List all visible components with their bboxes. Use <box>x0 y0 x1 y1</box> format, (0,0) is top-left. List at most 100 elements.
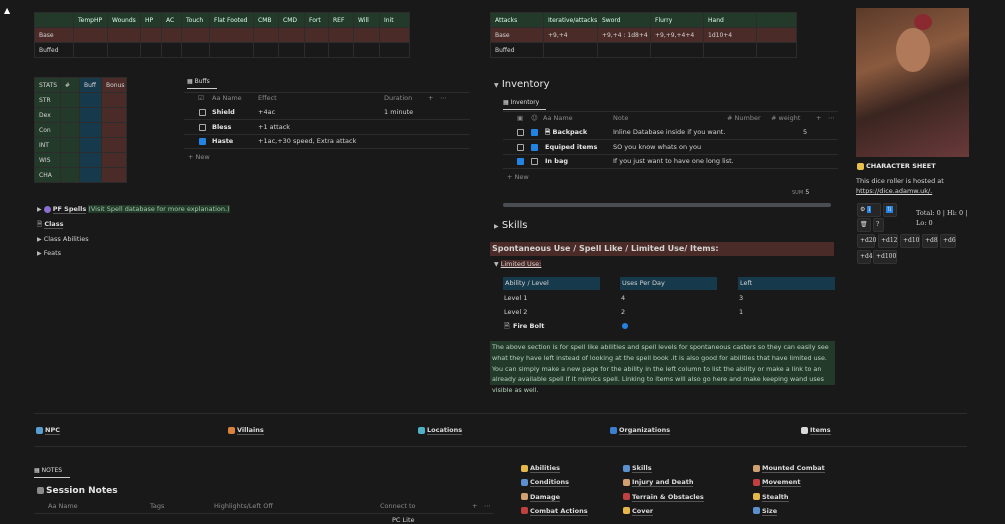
dice-button[interactable]: +d100 <box>873 250 897 264</box>
toggle-feats[interactable]: ▶ Feats <box>37 249 62 257</box>
stat-value[interactable] <box>60 107 80 123</box>
add-column-icon[interactable]: + <box>472 502 478 510</box>
more-icon[interactable]: ⋯ <box>484 502 491 510</box>
pf-spells-link[interactable]: PF Spells <box>52 205 87 214</box>
stat-buff[interactable] <box>79 137 102 153</box>
table-cell[interactable] <box>140 42 162 58</box>
limited-cell[interactable]: Fire Bolt <box>513 322 545 330</box>
class-page-link[interactable]: 🗎 Class <box>37 220 64 229</box>
dice-button[interactable]: +d6 <box>940 234 956 248</box>
table-cell[interactable] <box>140 27 162 43</box>
stat-bonus[interactable] <box>101 92 127 108</box>
stat-bonus[interactable] <box>101 107 127 123</box>
stat-buff[interactable] <box>79 107 102 123</box>
sort-button[interactable]: ⇅ <box>883 203 897 217</box>
tab-buffs[interactable]: ▦ Buffs <box>187 78 217 89</box>
stat-buff[interactable] <box>79 152 102 168</box>
inventory-heading[interactable]: ▼ Inventory <box>494 79 550 90</box>
table-cell[interactable] <box>161 27 182 43</box>
buffs-new-button[interactable]: + New <box>188 153 210 161</box>
rule-link[interactable]: Mounted Combat <box>753 464 825 473</box>
rule-link[interactable]: Abilities <box>521 464 560 473</box>
page-link[interactable]: Organizations <box>610 426 671 435</box>
stat-buff[interactable] <box>79 122 102 138</box>
page-link[interactable]: Items <box>801 426 831 435</box>
buff-name[interactable]: Haste <box>212 137 234 145</box>
dice-button[interactable]: +d8 <box>922 234 938 248</box>
col-name[interactable]: Aa Name <box>543 114 573 122</box>
page-link[interactable]: Villains <box>228 426 264 435</box>
inventory-new-button[interactable]: + New <box>507 173 529 181</box>
col-note[interactable]: Note <box>613 114 629 122</box>
buff-name[interactable]: Bless <box>212 122 232 131</box>
table-cell[interactable] <box>181 27 210 43</box>
rule-link[interactable]: Size <box>753 506 778 516</box>
in-bag-checkbox[interactable] <box>517 129 524 136</box>
table-cell[interactable] <box>278 42 305 58</box>
table-cell[interactable] <box>209 27 254 43</box>
buff-checkbox[interactable] <box>199 123 206 131</box>
col-weight[interactable]: # weight <box>771 114 801 122</box>
toggle-class-abilities[interactable]: ▶ Class Abilities <box>37 235 89 243</box>
rule-link[interactable]: Injury and Death <box>623 478 694 488</box>
table-cell[interactable] <box>107 42 141 58</box>
stat-value[interactable] <box>60 152 80 168</box>
table-cell[interactable] <box>253 42 279 58</box>
stat-value[interactable] <box>60 167 80 183</box>
col-connect[interactable]: Connect to <box>380 502 416 510</box>
stat-bonus[interactable] <box>101 152 127 168</box>
table-cell[interactable] <box>253 27 279 43</box>
trash-button[interactable]: 🗑 <box>857 218 871 232</box>
buff-name[interactable]: Shield <box>212 108 235 116</box>
table-cell[interactable] <box>379 42 410 58</box>
rule-link[interactable]: Cover <box>623 506 654 516</box>
stat-bonus[interactable] <box>101 167 127 183</box>
table-cell[interactable] <box>161 42 182 58</box>
tab-inventory[interactable]: ▦ Inventory <box>503 99 546 110</box>
in-bag-checkbox[interactable] <box>517 143 524 151</box>
table-cell[interactable] <box>107 27 141 43</box>
buff-checkbox[interactable] <box>199 109 206 116</box>
col-name[interactable]: Aa Name <box>48 502 78 510</box>
table-cell[interactable] <box>379 27 410 43</box>
item-name[interactable]: In bag <box>545 157 569 165</box>
limited-use-toggle[interactable]: ▼ Limited Use: <box>494 260 542 268</box>
rule-link[interactable]: Combat Actions <box>521 506 588 516</box>
equipped-checkbox[interactable] <box>531 129 538 136</box>
col-effect[interactable]: Effect <box>258 94 277 102</box>
page-link[interactable]: NPC <box>36 426 60 435</box>
rule-link[interactable]: Stealth <box>753 492 789 502</box>
col-number[interactable]: # Number <box>727 114 761 122</box>
stat-value[interactable] <box>60 122 80 138</box>
col-highlights[interactable]: Highlights/Left Off <box>214 502 273 510</box>
col-name[interactable]: Aa Name <box>212 94 242 102</box>
table-cell[interactable] <box>328 42 354 58</box>
equipped-checkbox[interactable] <box>531 143 538 151</box>
table-cell[interactable] <box>209 42 254 58</box>
table-cell[interactable] <box>353 42 380 58</box>
dice-button[interactable]: +d12 <box>878 234 898 248</box>
table-cell[interactable] <box>73 27 108 43</box>
table-cell[interactable] <box>181 42 210 58</box>
in-bag-checkbox[interactable] <box>517 158 524 165</box>
more-icon[interactable]: ⋯ <box>440 94 447 102</box>
skills-toggle[interactable]: ▶ Skills <box>494 220 528 231</box>
rule-link[interactable]: Movement <box>753 478 801 488</box>
connect-link[interactable]: PC Lite <box>392 516 415 524</box>
more-icon[interactable]: ⋯ <box>828 114 835 122</box>
stat-buff[interactable] <box>79 92 102 108</box>
rule-link[interactable]: Damage <box>521 492 561 502</box>
table-cell[interactable] <box>278 27 305 43</box>
buff-checkbox[interactable] <box>199 138 206 145</box>
stat-bonus[interactable] <box>101 137 127 153</box>
rule-link[interactable]: Skills <box>623 464 652 473</box>
stat-value[interactable] <box>60 92 80 108</box>
rule-link[interactable]: Conditions <box>521 478 570 488</box>
dice-button[interactable]: +d20 <box>857 234 877 248</box>
page-link[interactable]: Locations <box>418 426 463 435</box>
settings-button[interactable]: ⚙ i <box>857 203 881 217</box>
stat-value[interactable] <box>60 137 80 153</box>
table-cell[interactable] <box>328 27 354 43</box>
add-column-icon[interactable]: + <box>428 94 434 102</box>
stat-bonus[interactable] <box>101 122 127 138</box>
